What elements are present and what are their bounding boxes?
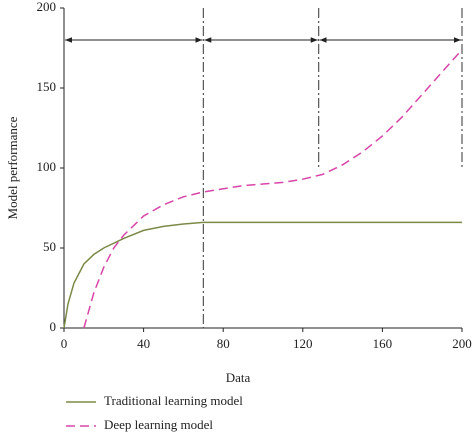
series-line xyxy=(63,221,462,329)
x-tick-label: 120 xyxy=(293,336,313,351)
x-tick-label: 80 xyxy=(217,336,230,351)
x-tick-label: 40 xyxy=(137,336,150,351)
y-tick-label: 100 xyxy=(37,159,57,174)
x-axis-label: Data xyxy=(226,370,251,385)
x-tick-label: 0 xyxy=(61,336,68,351)
y-tick-label: 0 xyxy=(50,319,57,334)
legend-label: Deep learning model xyxy=(104,417,213,432)
y-tick-label: 200 xyxy=(37,0,57,14)
y-axis-label: Model performance xyxy=(5,116,20,219)
y-tick-label: 50 xyxy=(43,239,56,254)
x-tick-label: 160 xyxy=(373,336,393,351)
series-line xyxy=(83,49,463,329)
x-tick-label: 200 xyxy=(452,336,472,351)
y-tick-label: 150 xyxy=(37,79,57,94)
legend-label: Traditional learning model xyxy=(104,393,243,408)
